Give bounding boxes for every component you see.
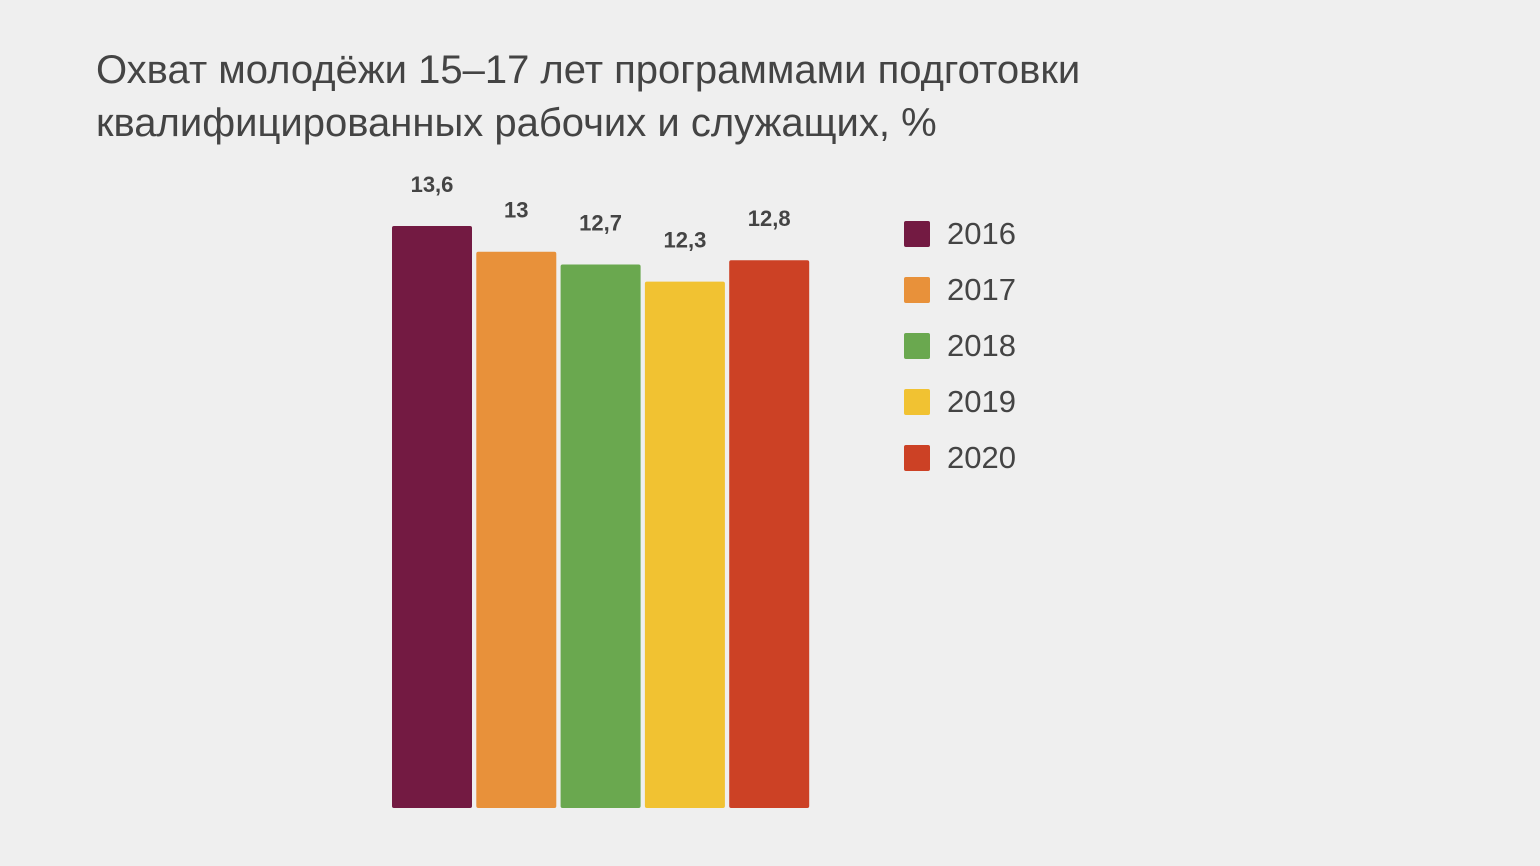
legend-swatch [904,389,930,415]
legend-swatch [904,277,930,303]
bar-2018 [560,264,641,808]
legend-item-2018: 2018 [904,318,1016,374]
legend-item-2017: 2017 [904,262,1016,318]
legend-item-2019: 2019 [904,374,1016,430]
value-label-2020: 12,8 [748,206,791,231]
legend-item-2016: 2016 [904,206,1016,262]
legend-item-2020: 2020 [904,430,1016,486]
value-label-2018: 12,7 [579,211,622,236]
value-label-2016: 13,6 [411,172,454,197]
legend-label: 2018 [947,328,1016,363]
chart-title-line-2: квалифицированных рабочих и служащих, % [96,101,937,145]
legend-label: 2019 [947,384,1016,419]
legend-swatch [904,221,930,247]
legend-swatch [904,333,930,359]
value-label-2017: 13 [504,198,528,223]
chart-title: Охват молодёжи 15–17 лет программами под… [96,44,1296,150]
bars-group [392,226,810,809]
legend-swatch [904,445,930,471]
chart-title-line-1: Охват молодёжи 15–17 лет программами под… [96,48,1081,92]
value-labels-group: 13,6 13 12,7 12,3 12,8 [411,172,791,253]
bar-2020 [729,260,810,808]
legend-label: 2017 [947,272,1016,307]
bar-2016 [392,226,472,808]
legend-label: 2016 [947,216,1016,251]
chart-legend: 2016 2017 2018 2019 2020 [904,206,1016,486]
legend-label: 2020 [947,440,1016,475]
bar-2019 [644,281,725,809]
value-label-2019: 12,3 [663,228,706,253]
bar-2017 [476,251,557,808]
